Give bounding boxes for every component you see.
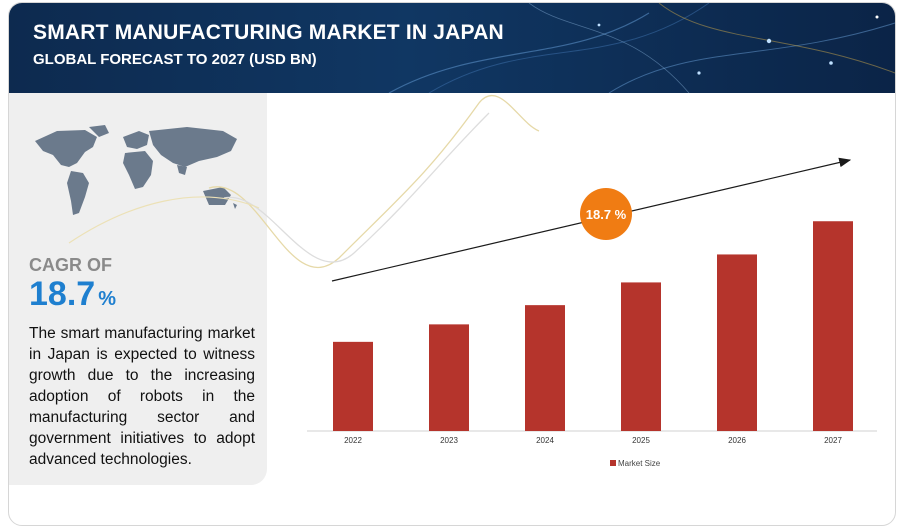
legend-label: Market Size — [618, 459, 661, 468]
cagr-panel: CAGR OF 18.7% The smart manufacturing ma… — [9, 93, 267, 485]
page-title: SMART MANUFACTURING MARKET IN JAPAN — [33, 21, 504, 44]
bar-2024 — [525, 305, 565, 431]
bar-2027 — [813, 221, 853, 431]
header-banner: SMART MANUFACTURING MARKET IN JAPAN GLOB… — [9, 3, 895, 93]
bar-2026 — [717, 254, 757, 431]
header-background-art — [388, 3, 895, 93]
cagr-badge-circle — [580, 188, 632, 240]
x-tick-2026: 2026 — [728, 436, 746, 445]
bar-2022 — [333, 341, 373, 431]
x-tick-2025: 2025 — [632, 436, 650, 445]
cagr-label: CAGR OF — [29, 255, 112, 275]
world-map-icon — [35, 125, 237, 215]
bar-2025 — [621, 282, 661, 431]
cagr-badge-label: 18.7 % — [586, 207, 627, 222]
cagr-number: 18.7 — [29, 275, 96, 313]
cagr-value: 18.7% — [29, 275, 116, 314]
x-tick-2023: 2023 — [440, 436, 458, 445]
legend: Market Size — [610, 459, 661, 468]
page-subtitle: GLOBAL FORECAST TO 2027 (USD BN) — [33, 51, 317, 68]
x-tick-2022: 2022 — [344, 436, 362, 445]
infographic-card: SMART MANUFACTURING MARKET IN JAPAN GLOB… — [8, 2, 896, 526]
bars-group — [333, 221, 853, 431]
cagr-percent-sign: % — [98, 288, 116, 310]
bar-2023 — [429, 324, 469, 431]
x-tick-2027: 2027 — [824, 436, 842, 445]
legend-swatch — [610, 460, 616, 466]
x-tick-labels: 2022 2023 2024 2025 2026 2027 — [344, 436, 842, 445]
market-size-chart: 2022 2023 2024 2025 2026 2027 18.7 % Market S… — [68, 95, 877, 468]
cagr-badge: 18.7 % — [580, 188, 632, 240]
market-description: The smart manufacturing market in Japan … — [29, 325, 255, 468]
x-tick-2024: 2024 — [536, 436, 554, 445]
decorative-swooshes — [68, 95, 540, 268]
